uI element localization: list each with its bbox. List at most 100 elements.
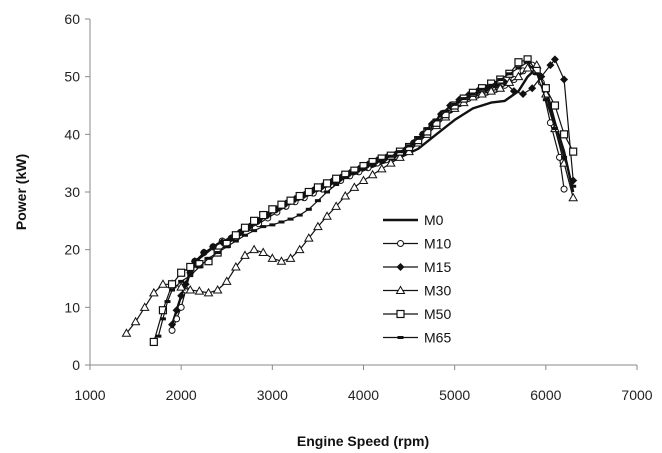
data-point-m30 (194, 286, 205, 295)
data-point-m30 (231, 261, 241, 271)
data-point-m50 (231, 231, 240, 240)
data-point-m50 (167, 280, 177, 289)
data-point-m30 (185, 285, 196, 294)
series-line-m0 (170, 66, 575, 325)
legend-label: M10 (424, 236, 451, 252)
data-point-m50 (414, 136, 423, 145)
data-point-m65 (223, 245, 230, 249)
data-point-m30 (276, 256, 287, 265)
data-point-m30 (568, 192, 579, 202)
data-point-m65 (360, 167, 367, 171)
series-m15 (168, 55, 578, 329)
data-point-m50 (268, 205, 277, 214)
series-m10 (168, 61, 568, 334)
data-point-m50 (304, 187, 313, 197)
data-point-m15 (168, 320, 177, 329)
series-m30 (121, 60, 579, 337)
series-line-m50 (153, 58, 574, 343)
data-point-m65 (251, 229, 258, 233)
data-point-m30 (240, 250, 250, 259)
y-tick-label: 10 (64, 299, 80, 315)
data-point-m50 (295, 191, 304, 201)
legend-item-m0: M0 (383, 212, 444, 228)
data-point-m50 (186, 262, 195, 272)
data-point-m15 (550, 55, 559, 64)
data-point-m30 (322, 211, 332, 220)
legend-marker (396, 309, 405, 319)
data-point-m30 (130, 316, 141, 326)
data-point-m65 (542, 98, 549, 102)
data-point-m65 (241, 233, 248, 237)
data-point-m65 (333, 183, 340, 187)
y-tick-label: 60 (64, 11, 80, 27)
data-point-m30 (267, 253, 278, 262)
legend-label: M50 (424, 306, 451, 322)
data-point-m30 (176, 282, 187, 291)
series-m65 (155, 60, 577, 338)
data-point-m30 (294, 244, 305, 254)
data-point-m65 (469, 92, 476, 96)
x-tick-label: 7000 (621, 387, 652, 403)
y-tick-label: 20 (64, 242, 80, 258)
data-point-m65 (324, 190, 331, 194)
data-point-m65 (561, 155, 568, 159)
data-point-m50 (313, 183, 323, 192)
data-point-m50 (541, 84, 550, 93)
x-tick-label: 3000 (257, 387, 288, 403)
data-point-m30 (504, 77, 515, 86)
data-point-m65 (269, 223, 276, 227)
data-point-m50 (559, 130, 569, 139)
legend-label: M65 (424, 330, 451, 346)
y-tick-label: 40 (64, 126, 80, 142)
data-point-m65 (178, 279, 185, 283)
legend-item-m65: M65 (383, 330, 451, 346)
x-tick-label: 2000 (166, 387, 197, 403)
data-point-m65 (524, 60, 531, 64)
data-point-m30 (249, 244, 259, 254)
data-point-m30 (221, 276, 232, 285)
data-point-m65 (378, 158, 385, 162)
data-point-m15 (528, 84, 537, 93)
data-point-m30 (404, 146, 414, 156)
data-point-m65 (488, 83, 495, 87)
series-line-m65 (157, 61, 574, 337)
data-point-m65 (424, 127, 431, 131)
series-layer (121, 55, 579, 347)
data-point-m65 (296, 213, 303, 217)
data-point-m65 (433, 118, 440, 122)
data-point-m15 (509, 87, 518, 96)
legend-label: M0 (424, 212, 444, 228)
data-point-m30 (203, 287, 214, 297)
data-point-m65 (187, 274, 194, 278)
data-point-m30 (395, 152, 405, 161)
data-point-m30 (313, 221, 323, 231)
data-point-m30 (513, 71, 524, 81)
data-point-m30 (258, 247, 269, 257)
data-point-m30 (212, 285, 223, 294)
data-point-m65 (155, 334, 162, 338)
data-point-m30 (367, 169, 378, 179)
data-point-m65 (164, 300, 171, 304)
legend-marker (397, 336, 404, 339)
legend-label: M15 (424, 259, 451, 275)
data-point-m30 (331, 201, 342, 210)
y-tick-label: 50 (64, 69, 80, 85)
x-tick-label: 6000 (530, 387, 561, 403)
legend-marker (397, 240, 404, 247)
x-tick-label: 1000 (74, 387, 105, 403)
data-point-m15 (172, 306, 181, 315)
legend-item-m10: M10 (383, 236, 451, 252)
series-m50 (149, 55, 578, 347)
data-point-m30 (376, 163, 387, 173)
data-point-m50 (322, 179, 332, 188)
data-point-m10 (177, 303, 185, 311)
x-tick-label: 4000 (348, 387, 379, 403)
data-point-m15 (546, 61, 555, 70)
x-tick-label: 5000 (439, 387, 470, 403)
data-point-m30 (340, 191, 351, 200)
data-point-m50 (177, 268, 186, 277)
data-point-m30 (349, 182, 360, 191)
series-line-m10 (171, 64, 565, 331)
data-point-m30 (486, 86, 496, 95)
